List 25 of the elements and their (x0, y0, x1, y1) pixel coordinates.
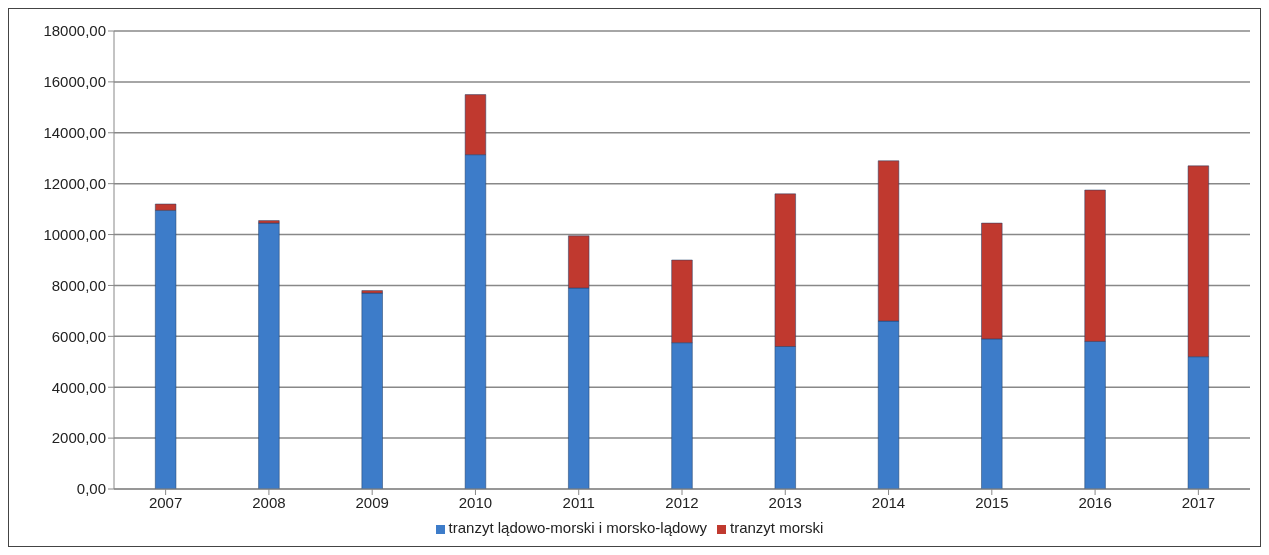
legend-label: tranzyt lądowo-morski i morsko-lądowy (448, 519, 708, 536)
legend-label: tranzyt morski (730, 519, 824, 536)
x-tick-label: 2007 (148, 493, 183, 511)
y-tick-label: 4000,00 (51, 378, 106, 396)
x-tick-label: 2015 (975, 493, 1009, 511)
y-tick-label: 14000,00 (43, 124, 106, 142)
y-tick-label: 12000,00 (43, 174, 106, 192)
y-tick-label: 16000,00 (43, 73, 106, 91)
y-tick-label: 2000,00 (51, 429, 106, 447)
y-tick-label: 8000,00 (51, 276, 106, 294)
x-tick-label: 2013 (768, 493, 802, 511)
x-tick-label: 2008 (252, 493, 286, 511)
x-tick-label: 2011 (562, 493, 595, 511)
y-tick-label: 0,00 (76, 480, 106, 498)
x-tick-label: 2010 (458, 493, 493, 511)
y-tick-label: 10000,00 (43, 225, 106, 243)
y-tick-label: 6000,00 (51, 327, 106, 345)
bar (361, 292, 383, 489)
bar (258, 222, 280, 489)
x-tick-label: 2014 (871, 493, 906, 511)
x-tick-label: 2017 (1181, 493, 1216, 511)
x-tick-label: 2016 (1078, 493, 1112, 511)
y-tick-label: 18000,00 (43, 22, 106, 40)
x-tick-label: 2009 (355, 493, 389, 511)
x-tick-label: 2012 (665, 493, 699, 511)
